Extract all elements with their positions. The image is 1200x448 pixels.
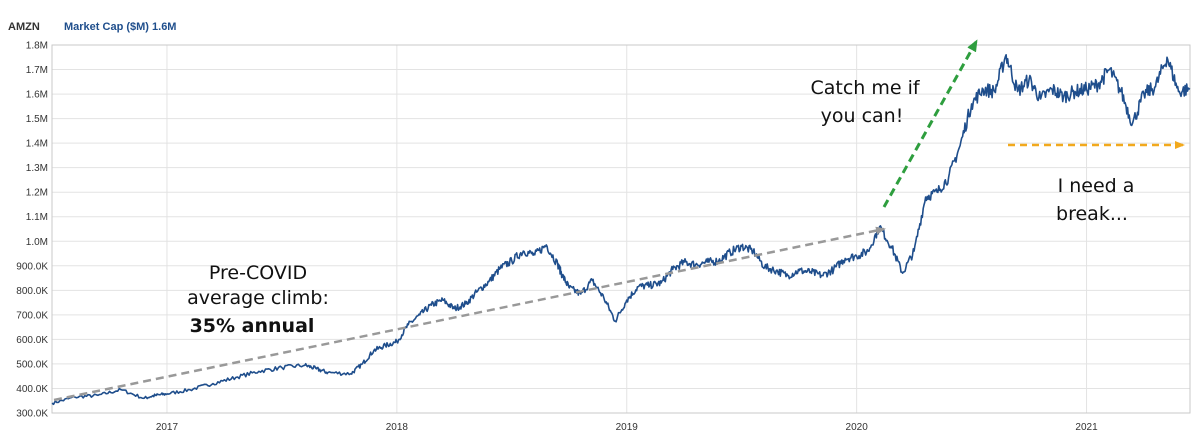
y-tick-label: 1.1M [26,212,48,223]
annotation-break-line2: break... [1056,203,1128,225]
ticker-label: AMZN [8,21,40,33]
x-axis: 2017 2018 2019 2020 2021 [156,422,1098,433]
catch-me-arrow [882,39,978,208]
plot-frame [51,44,1191,414]
y-tick-label: 1.4M [26,139,48,150]
annotation-precovid-line2: average climb: [187,287,329,309]
annotation-precovid-line1: Pre-COVID [209,262,307,284]
y-tick-label: 1.5M [26,114,48,125]
annotation-catch-line1: Catch me if [810,77,920,99]
annotation-catch-line2: you can! [821,105,904,127]
y-axis: 300.0K 400.0K 500.0K 600.0K 700.0K 800.0K 900.… [16,41,48,420]
series-label: Market Cap ($M) 1.6M [64,21,176,33]
y-tick-label: 1.3M [26,163,48,174]
annotation-precovid-line3: 35% annual [190,315,315,337]
y-tick-label: 500.0K [16,359,48,370]
y-tick-label: 1.2M [26,188,48,199]
y-tick-label: 1.8M [26,41,48,52]
x-tick-label: 2018 [386,422,409,433]
precovid-trend-arrow [53,226,886,402]
y-tick-label: 700.0K [16,310,48,321]
y-tick-label: 900.0K [16,261,48,272]
series-line [51,54,1191,406]
y-tick-label: 800.0K [16,286,48,297]
x-tick-label: 2021 [1075,422,1098,433]
y-tick-label: 600.0K [16,335,48,346]
x-tick-label: 2020 [846,422,869,433]
x-tick-label: 2017 [156,422,179,433]
y-tick-label: 1.7M [26,65,48,76]
y-tick-label: 400.0K [16,384,48,395]
y-tick-label: 300.0K [16,409,48,420]
grid [52,44,1190,414]
y-tick-label: 1.0M [26,237,48,248]
annotation-break-line1: I need a [1058,175,1135,197]
x-tick-label: 2019 [616,422,639,433]
series-group [51,54,1191,406]
y-tick-label: 1.6M [26,90,48,101]
